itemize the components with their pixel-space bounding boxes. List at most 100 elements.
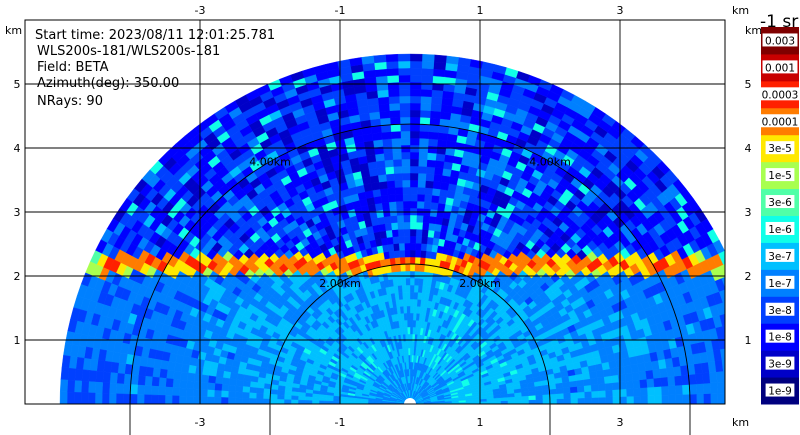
colorbar-label: 3e-9 (768, 359, 792, 371)
sector-cell (415, 221, 423, 230)
sector-cell (379, 110, 391, 119)
sector-cell (412, 312, 417, 321)
sector-cell (421, 53, 435, 63)
sector-cell (420, 88, 433, 97)
sector-cell (556, 398, 565, 404)
sector-cell (409, 347, 413, 356)
sector-cell (423, 201, 432, 210)
sector-cell (290, 399, 299, 404)
sector-cell (248, 392, 257, 399)
sector-cell (413, 298, 418, 307)
sector-cell (136, 384, 145, 395)
sector-cell (192, 396, 201, 404)
sector-cell (409, 95, 421, 104)
colorbar-label: 1e-6 (768, 224, 792, 236)
sector-cell (723, 370, 725, 383)
sector-cell (424, 257, 431, 266)
sector-cell (409, 109, 421, 118)
sector-cell (393, 172, 403, 181)
sector-cell (215, 369, 225, 378)
sector-cell (745, 380, 753, 392)
sector-cell (398, 74, 411, 83)
x-tick-label-bottom: 1 (477, 416, 484, 429)
sector-cell (728, 273, 739, 287)
sector-cell (400, 277, 407, 286)
sector-cell (214, 376, 224, 385)
sector-cell (429, 117, 441, 126)
sector-cell (432, 75, 445, 84)
sector-cell (249, 386, 258, 394)
colorbar: 1e-93e-91e-83e-81e-73e-71e-63e-61e-53e-5… (759, 27, 800, 405)
sector-cell (242, 380, 251, 388)
sector-cell (400, 137, 411, 146)
sector-cell (115, 383, 124, 395)
sector-cell (220, 397, 229, 404)
colorbar-label: 1e-5 (768, 170, 792, 182)
sector-cell (406, 298, 411, 307)
y-tick-label-left: 2 (14, 270, 21, 283)
sector-cell (388, 102, 400, 111)
sector-cell (101, 393, 110, 404)
sector-cell (305, 392, 313, 398)
sector-cell (398, 88, 411, 97)
sector-cell (396, 214, 404, 223)
sector-cell (584, 391, 593, 399)
sector-cell (401, 179, 411, 188)
sector-cell (439, 181, 450, 191)
sector-cell (409, 242, 416, 251)
sector-cell (647, 395, 656, 404)
sector-cell (445, 55, 459, 65)
sector-cell (619, 388, 628, 397)
x-tick-label-top: -3 (195, 4, 206, 17)
sector-cell (241, 397, 250, 404)
sector-cell (256, 382, 265, 389)
sector-cell (421, 229, 429, 238)
sector-cell (409, 123, 420, 132)
y-tick-label-right: 2 (745, 270, 752, 283)
sector-cell (172, 378, 181, 389)
sector-cell (382, 208, 391, 218)
range-ring-label: 2.00km (319, 277, 361, 290)
sector-cell (430, 96, 443, 105)
sector-cell (709, 371, 718, 384)
sector-cell (88, 370, 97, 383)
sector-cell (727, 347, 736, 359)
sector-cell (542, 394, 551, 400)
sector-cell (263, 388, 271, 395)
sector-cell (59, 391, 68, 404)
sector-cell (374, 68, 388, 78)
sector-cell (734, 346, 743, 359)
sector-cell (435, 153, 446, 162)
sector-cell (388, 95, 400, 104)
sector-cell (164, 386, 173, 396)
sector-cell (400, 123, 411, 132)
sector-cell (590, 384, 599, 392)
sector-cell (638, 370, 647, 381)
sector-cell (420, 81, 433, 90)
sector-cell (385, 60, 399, 70)
sector-cell (605, 396, 614, 404)
sector-cell (682, 394, 691, 404)
sector-cell (626, 395, 635, 404)
sector-cell (387, 81, 400, 90)
sector-cell (535, 394, 544, 400)
sector-cell (710, 382, 719, 394)
sector-cell (718, 289, 725, 303)
sector-cell (409, 354, 412, 363)
sector-cell (262, 398, 271, 404)
sector-cell (393, 250, 400, 259)
sector-cell (612, 389, 621, 398)
sector-cell (427, 229, 435, 238)
sector-cell (194, 366, 204, 375)
sector-cell (290, 395, 299, 401)
sector-cell (654, 386, 663, 396)
sector-cell (577, 397, 586, 404)
sector-cell (375, 75, 388, 84)
sector-cell (398, 235, 405, 244)
sector-cell (403, 214, 411, 223)
sector-cell (439, 188, 448, 198)
sector-cell (220, 390, 229, 398)
sector-cell (744, 368, 752, 380)
sector-cell (200, 381, 209, 391)
sector-cell (733, 309, 743, 322)
